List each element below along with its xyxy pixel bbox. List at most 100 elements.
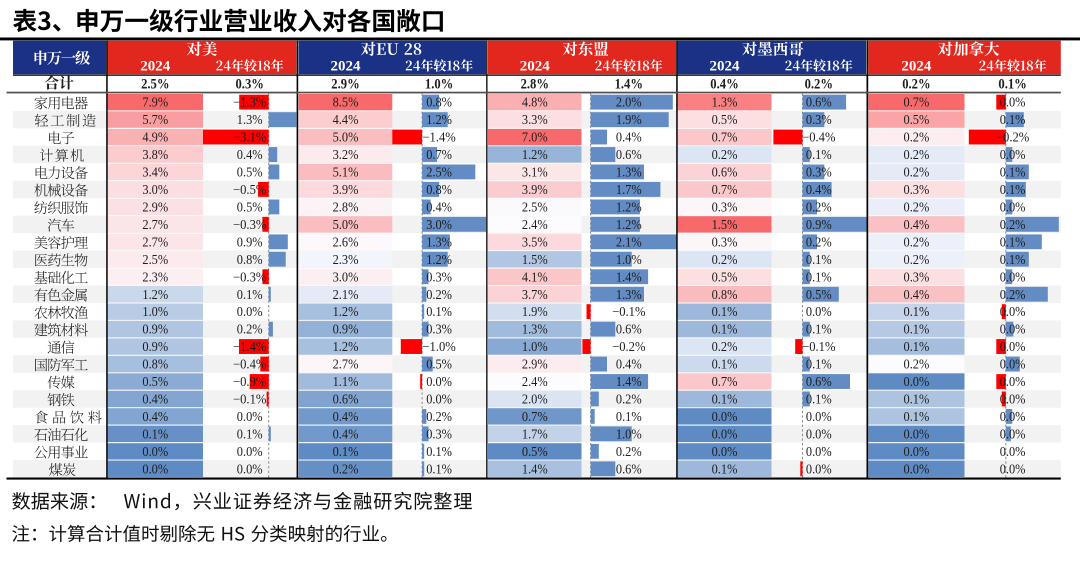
svg-text:0.0%: 0.0%: [1000, 322, 1026, 337]
svg-text:0.1%: 0.1%: [237, 426, 263, 441]
svg-text:2.5%: 2.5%: [141, 77, 169, 93]
svg-text:4.8%: 4.8%: [522, 95, 548, 110]
svg-text:−1.4%: −1.4%: [233, 339, 266, 354]
svg-text:2.7%: 2.7%: [142, 234, 168, 249]
svg-text:0.0%: 0.0%: [904, 461, 930, 476]
svg-text:1.2%: 1.2%: [333, 339, 359, 354]
svg-text:2024: 2024: [331, 59, 362, 75]
svg-text:0.3%: 0.3%: [904, 182, 930, 197]
svg-text:0.1%: 0.1%: [712, 322, 738, 337]
svg-text:0.2%: 0.2%: [902, 77, 930, 93]
svg-text:−0.3%: −0.3%: [233, 217, 266, 232]
svg-text:−0.4%: −0.4%: [802, 130, 835, 145]
svg-text:0.6%: 0.6%: [333, 392, 359, 407]
svg-text:0.9%: 0.9%: [142, 339, 168, 354]
svg-text:4.1%: 4.1%: [522, 269, 548, 284]
svg-text:0.0%: 0.0%: [904, 374, 930, 389]
svg-text:1.2%: 1.2%: [616, 217, 642, 232]
svg-text:1.4%: 1.4%: [616, 374, 642, 389]
svg-text:0.1%: 0.1%: [426, 444, 452, 459]
svg-text:2.7%: 2.7%: [333, 357, 359, 372]
svg-text:0.5%: 0.5%: [522, 444, 548, 459]
svg-text:0.2%: 0.2%: [237, 322, 263, 337]
svg-text:0.2%: 0.2%: [712, 339, 738, 354]
svg-text:2.5%: 2.5%: [426, 165, 452, 180]
svg-text:0.7%: 0.7%: [904, 95, 930, 110]
svg-text:0.2%: 0.2%: [806, 234, 832, 249]
svg-text:0.6%: 0.6%: [616, 461, 642, 476]
svg-text:0.5%: 0.5%: [237, 200, 263, 215]
svg-text:2.8%: 2.8%: [333, 200, 359, 215]
svg-text:2.9%: 2.9%: [522, 357, 548, 372]
svg-text:0.1%: 0.1%: [142, 426, 168, 441]
svg-text:0.0%: 0.0%: [1000, 200, 1026, 215]
svg-text:0.9%: 0.9%: [142, 322, 168, 337]
svg-text:0.1%: 0.1%: [616, 409, 642, 424]
svg-text:0.7%: 0.7%: [712, 130, 738, 145]
svg-text:0.1%: 0.1%: [806, 357, 832, 372]
svg-text:5.0%: 5.0%: [333, 217, 359, 232]
svg-text:0.1%: 0.1%: [904, 304, 930, 319]
svg-text:0.9%: 0.9%: [237, 234, 263, 249]
svg-text:0.1%: 0.1%: [712, 304, 738, 319]
svg-text:1.4%: 1.4%: [616, 269, 642, 284]
svg-text:0.4%: 0.4%: [710, 77, 738, 93]
svg-text:0.4%: 0.4%: [237, 147, 263, 162]
svg-text:2024: 2024: [520, 59, 551, 75]
svg-text:1.3%: 1.3%: [522, 322, 548, 337]
svg-text:0.2%: 0.2%: [904, 200, 930, 215]
svg-text:2024: 2024: [901, 59, 932, 75]
svg-text:0.1%: 0.1%: [904, 409, 930, 424]
svg-text:−0.9%: −0.9%: [233, 374, 266, 389]
svg-text:3.0%: 3.0%: [142, 182, 168, 197]
svg-text:0.8%: 0.8%: [712, 287, 738, 302]
svg-text:0.7%: 0.7%: [522, 409, 548, 424]
svg-text:2.3%: 2.3%: [333, 252, 359, 267]
svg-text:0.9%: 0.9%: [806, 217, 832, 232]
svg-text:0.0%: 0.0%: [142, 444, 168, 459]
svg-text:1.3%: 1.3%: [426, 234, 452, 249]
svg-text:0.2%: 0.2%: [426, 287, 452, 302]
svg-text:0.6%: 0.6%: [616, 147, 642, 162]
svg-text:0.3%: 0.3%: [904, 269, 930, 284]
svg-text:2.0%: 2.0%: [616, 95, 642, 110]
svg-text:0.0%: 0.0%: [1000, 357, 1026, 372]
svg-text:−1.0%: −1.0%: [422, 339, 455, 354]
svg-text:0.3%: 0.3%: [712, 234, 738, 249]
svg-text:3.9%: 3.9%: [333, 182, 359, 197]
svg-text:0.1%: 0.1%: [806, 252, 832, 267]
svg-text:0.6%: 0.6%: [806, 95, 832, 110]
svg-text:0.4%: 0.4%: [333, 426, 359, 441]
svg-text:−0.1%: −0.1%: [612, 304, 645, 319]
svg-text:2.0%: 2.0%: [522, 392, 548, 407]
svg-text:0.1%: 0.1%: [998, 77, 1026, 93]
svg-text:0.1%: 0.1%: [426, 304, 452, 319]
svg-text:0.0%: 0.0%: [1000, 147, 1026, 162]
svg-text:1.0%: 1.0%: [616, 426, 642, 441]
svg-text:0.3%: 0.3%: [806, 112, 832, 127]
svg-text:0.1%: 0.1%: [806, 269, 832, 284]
svg-text:0.1%: 0.1%: [712, 357, 738, 372]
svg-text:3.7%: 3.7%: [522, 287, 548, 302]
svg-text:1.0%: 1.0%: [142, 304, 168, 319]
svg-text:0.0%: 0.0%: [237, 304, 263, 319]
svg-text:0.2%: 0.2%: [904, 252, 930, 267]
svg-text:0.0%: 0.0%: [237, 444, 263, 459]
svg-text:2.4%: 2.4%: [522, 217, 548, 232]
svg-text:2.7%: 2.7%: [142, 217, 168, 232]
svg-text:0.0%: 0.0%: [1000, 461, 1026, 476]
svg-text:0.0%: 0.0%: [806, 461, 832, 476]
svg-text:0.5%: 0.5%: [426, 357, 452, 372]
svg-text:0.1%: 0.1%: [904, 339, 930, 354]
svg-text:0.1%: 0.1%: [237, 287, 263, 302]
svg-text:3.2%: 3.2%: [333, 147, 359, 162]
svg-text:1.2%: 1.2%: [616, 200, 642, 215]
svg-text:1.2%: 1.2%: [426, 252, 452, 267]
svg-text:−3.1%: −3.1%: [233, 130, 266, 145]
svg-text:0.3%: 0.3%: [806, 165, 832, 180]
svg-text:0.1%: 0.1%: [426, 461, 452, 476]
svg-text:−1.3%: −1.3%: [233, 95, 266, 110]
svg-text:0.4%: 0.4%: [616, 130, 642, 145]
svg-text:0.1%: 0.1%: [712, 392, 738, 407]
svg-text:−0.3%: −0.3%: [233, 269, 266, 284]
